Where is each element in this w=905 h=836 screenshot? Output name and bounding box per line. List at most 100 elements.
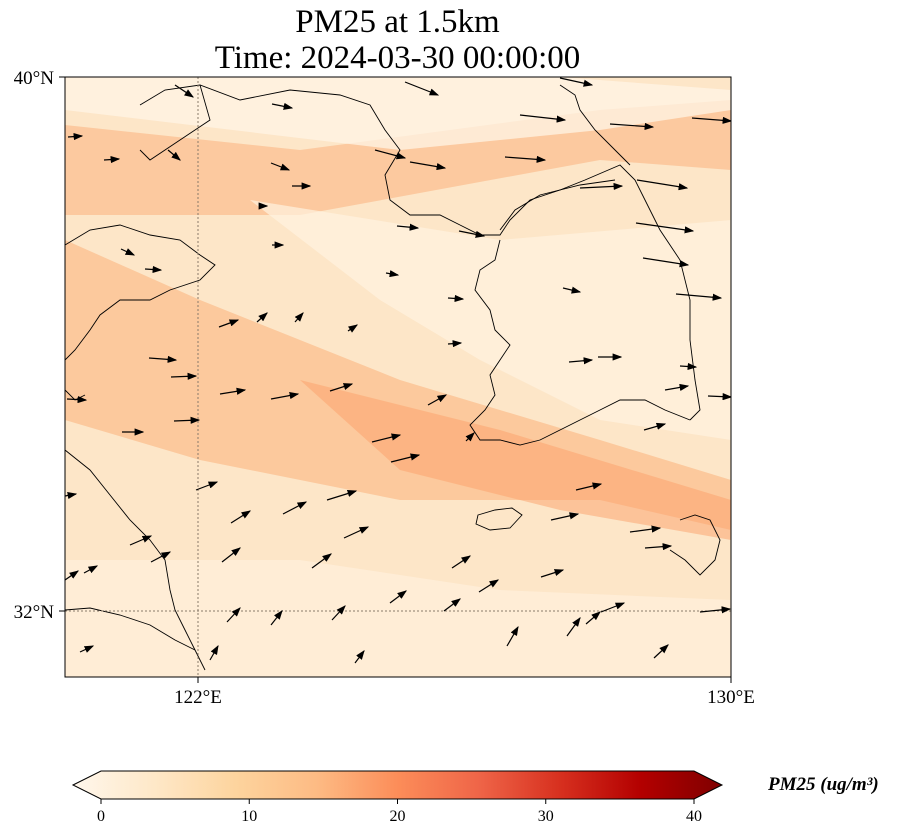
wind-vector (209, 644, 219, 661)
wind-vector (218, 319, 240, 328)
wind-vector (644, 543, 673, 551)
wind-vector (148, 355, 178, 363)
wind-vector (679, 362, 698, 371)
wind-vector (120, 248, 136, 256)
wind-vector (478, 579, 500, 593)
wind-vector (271, 102, 294, 110)
lat-tick-label-32: 32°N (14, 602, 55, 623)
wind-vector (230, 510, 252, 524)
wind-vector (129, 535, 153, 546)
wind-vector (458, 230, 486, 238)
wind-vector (170, 372, 198, 380)
wind-vector (385, 270, 400, 278)
wind-vector (270, 162, 291, 171)
wind-vector (167, 149, 181, 161)
wind-vector (326, 490, 358, 501)
wind-vector (506, 625, 519, 647)
wind-vector (103, 155, 121, 164)
lon-tick-label-122: 122°E (174, 687, 222, 708)
colorbar-tick-label-40: 40 (686, 808, 702, 825)
wind-vector (294, 312, 304, 323)
clean-band (65, 77, 731, 150)
clean-band-mid (250, 200, 731, 440)
coast-yalu (499, 179, 616, 231)
wind-vector (447, 340, 463, 348)
wind-vector (568, 357, 594, 365)
wind-vector (329, 383, 354, 392)
wind-vector (374, 149, 407, 160)
wind-vector (585, 611, 601, 625)
wind-vector (371, 433, 402, 443)
wind-vector (270, 391, 300, 400)
coast-korea-sw (469, 239, 691, 446)
coastlines (65, 84, 721, 671)
lon-tick-label-130: 130°E (707, 687, 755, 708)
coast-japan-kyushu (669, 514, 721, 576)
wind-vector (219, 387, 247, 395)
wind-vector (629, 525, 662, 533)
wind-vector (331, 605, 346, 621)
wind-vector (354, 650, 365, 664)
wind-vector (675, 293, 723, 301)
wind-vector (562, 286, 582, 294)
lat-tick-label-40: 40°N (14, 68, 55, 89)
wind-vector (173, 416, 201, 424)
coast-korea-west (459, 164, 701, 421)
coast-liaodong (139, 84, 461, 226)
wind-vector (144, 265, 163, 274)
wind-vector (66, 395, 88, 404)
colorbar-tick-label-30: 30 (538, 808, 554, 825)
gridlines (65, 77, 731, 677)
wind-vector (540, 569, 565, 578)
wind-vector (519, 114, 567, 123)
wind-vector (575, 482, 603, 491)
wind-vector (65, 491, 78, 500)
haze-band-south (300, 380, 731, 540)
wind-vector (347, 324, 358, 333)
colorbar-tick-label-10: 10 (241, 808, 257, 825)
wind-vector (427, 394, 448, 406)
wind-vector (691, 116, 731, 124)
wind-vector (451, 555, 471, 569)
coast-china-east (65, 449, 206, 671)
clean-band-south (65, 560, 731, 677)
wind-vector (443, 598, 461, 612)
colorbar-tick-label-0: 0 (97, 808, 105, 825)
wind-vector (609, 122, 655, 131)
jeju-island (475, 507, 523, 531)
wind-vector (550, 512, 580, 521)
map-title-line1: PM25 at 1.5km (295, 4, 500, 40)
wind-vector (559, 77, 594, 87)
wind-vector (653, 644, 669, 659)
wind-vector (67, 133, 84, 141)
wind-vector (566, 617, 581, 637)
wind-vectors (65, 77, 731, 664)
wind-vector (195, 481, 219, 491)
colorbar-body (71, 770, 724, 800)
wind-vector (270, 610, 283, 626)
wind-vector (174, 84, 194, 98)
wind-vector (579, 182, 624, 190)
wind-vector (664, 383, 690, 391)
coast-yangtze (65, 607, 196, 651)
wind-vector (636, 179, 689, 191)
wind-vector (226, 607, 241, 623)
wind-vector (447, 294, 465, 303)
wind-vector (343, 526, 370, 539)
wind-vector (600, 602, 626, 613)
map-title-line2: Time: 2024-03-30 00:00:00 (214, 40, 581, 76)
map-plot-area (65, 77, 731, 677)
coast-shandong (65, 224, 216, 361)
wind-vector (465, 432, 475, 442)
coast-korea-east (559, 84, 631, 166)
wind-vector (390, 453, 421, 463)
wind-vector (504, 155, 547, 163)
wind-vector (396, 223, 420, 231)
wind-vector (282, 501, 308, 515)
wind-vector (150, 551, 172, 563)
wind-vector (707, 393, 731, 401)
wind-vector (221, 547, 241, 563)
wind-vector (79, 645, 95, 653)
wind-vector (83, 565, 99, 574)
